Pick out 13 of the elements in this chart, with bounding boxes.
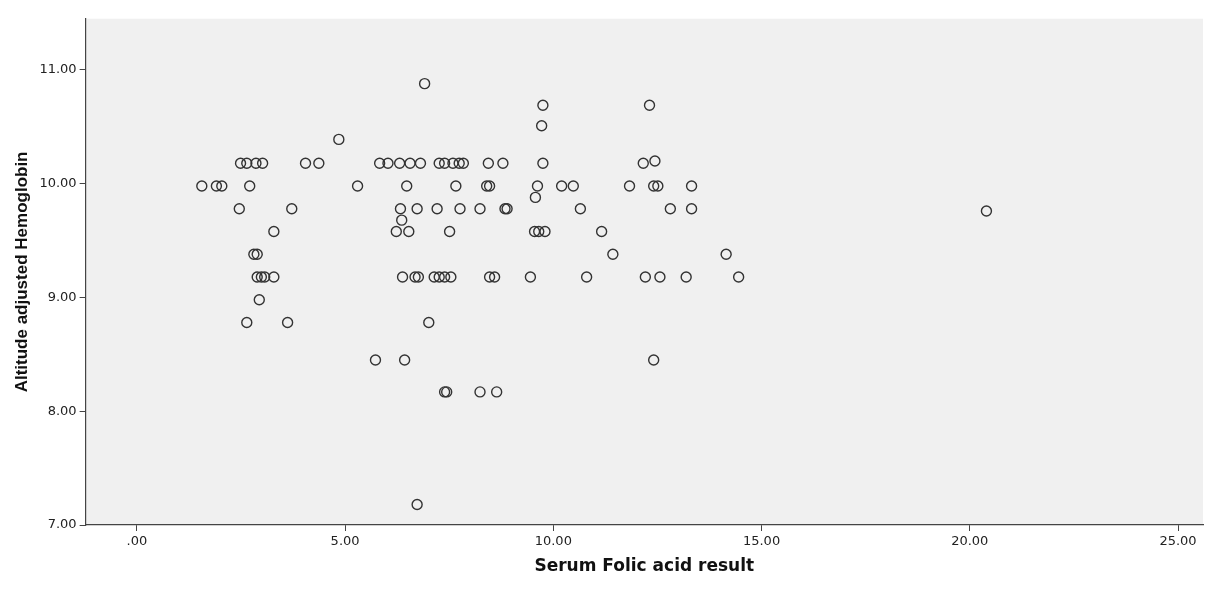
y-tick-label: 10.00 xyxy=(39,175,77,191)
y-tick-label: 9.00 xyxy=(47,288,77,304)
y-tick-label: 11.00 xyxy=(39,61,77,77)
x-axis-title: Serum Folic acid result xyxy=(534,555,755,576)
x-tick-label: 5.00 xyxy=(330,533,360,549)
x-tick-label: 25.00 xyxy=(1159,533,1197,549)
y-tick-label: 7.00 xyxy=(47,516,77,532)
x-tick-label: .00 xyxy=(126,533,148,549)
y-tick-label: 8.00 xyxy=(47,402,77,418)
y-axis-title: Altitude adjusted Hemoglobin xyxy=(11,151,31,393)
x-tick-label: 20.00 xyxy=(951,533,989,549)
x-tick-label: 10.00 xyxy=(534,533,572,549)
x-tick-label: 15.00 xyxy=(742,533,781,549)
